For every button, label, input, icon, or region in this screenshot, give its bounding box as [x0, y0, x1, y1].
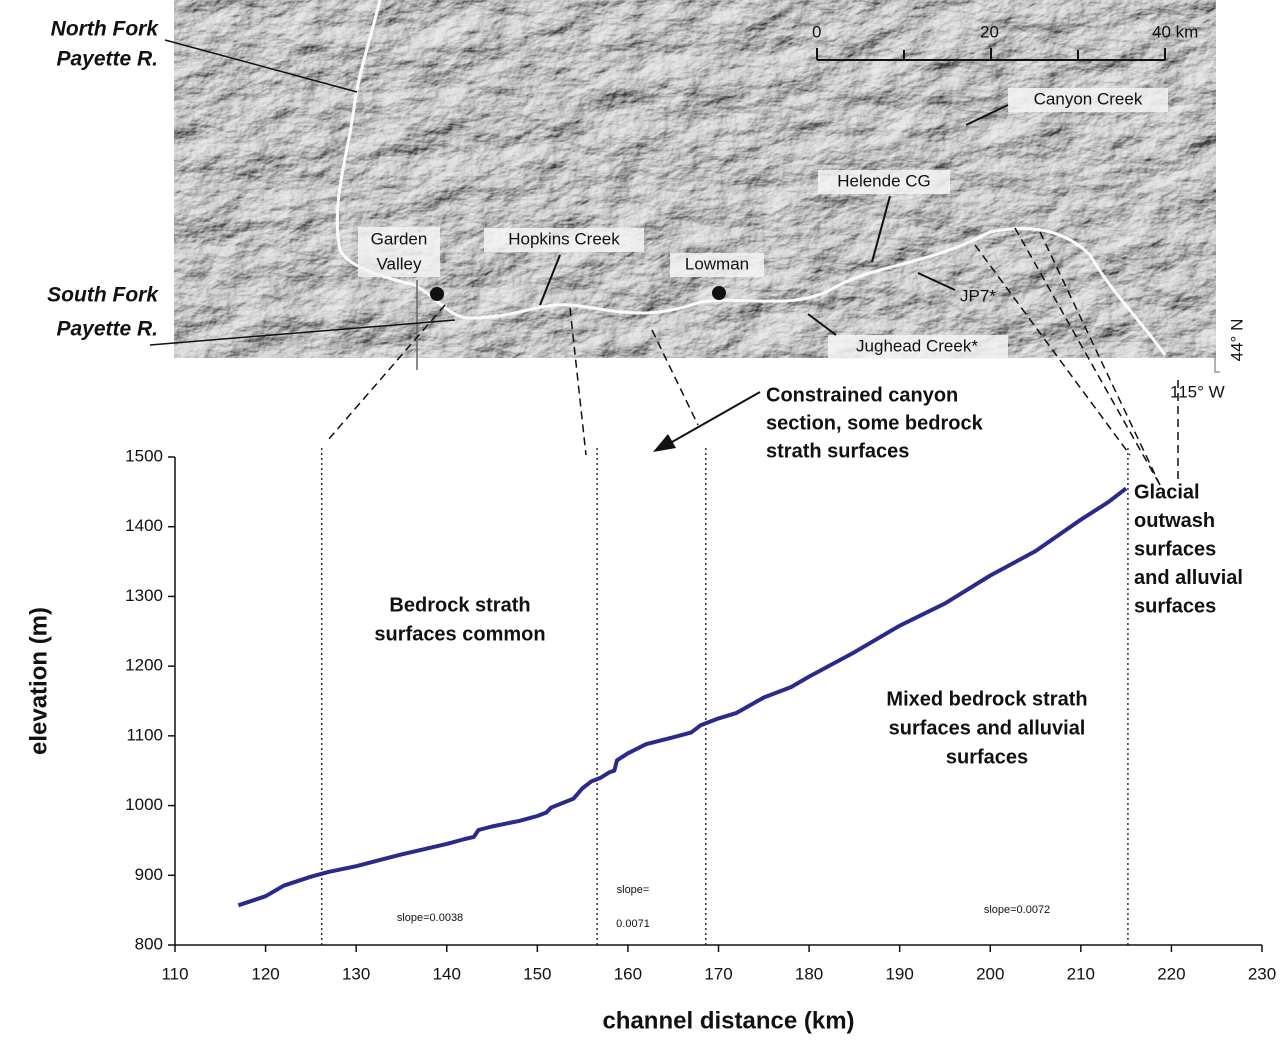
annotation: surfaces [1134, 538, 1216, 560]
x-tick-label: 120 [251, 964, 279, 983]
annotation: Mixed bedrock strath [886, 688, 1087, 710]
place-label: Jughead Creek* [856, 336, 978, 355]
x-tick-label: 180 [795, 964, 823, 983]
river-label: Payette R. [56, 318, 158, 341]
x-axis-title: channel distance (km) [602, 1007, 854, 1034]
figure: 0 20 40 km Garden Valley Hopkins Creek L… [0, 0, 1286, 1042]
annotation: surfaces [1134, 595, 1216, 617]
x-tick-label: 110 [161, 964, 188, 983]
pointer [672, 392, 760, 442]
annotation: outwash [1134, 510, 1215, 532]
x-tick-label: 160 [614, 964, 642, 983]
scale-label: 40 km [1152, 22, 1198, 41]
place-label: JP7* [960, 286, 996, 305]
y-tick-label: 1100 [126, 725, 163, 744]
annotation: surfaces [946, 746, 1028, 768]
annotation: and alluvial [1134, 567, 1243, 589]
x-tick-label: 150 [523, 964, 551, 983]
y-tick-label: 1300 [125, 586, 163, 605]
place-label: Valley [376, 254, 422, 273]
y-tick-label: 1000 [125, 795, 163, 814]
annotation: Bedrock strath [389, 594, 530, 616]
annotation: surfaces common [374, 623, 545, 645]
place-label: Lowman [685, 254, 749, 273]
y-axis-title: elevation (m) [25, 607, 52, 755]
river-label: Payette R. [56, 48, 158, 71]
annotation: strath surfaces [766, 440, 909, 462]
x-tick-label: 200 [976, 964, 1004, 983]
scale-label: 0 [812, 22, 821, 41]
slope-label: slope=0.0038 [397, 912, 463, 924]
river-label: North Fork [51, 18, 160, 41]
scale-label: 20 [980, 22, 999, 41]
x-tick-label: 170 [704, 964, 732, 983]
x-tick-label: 230 [1248, 964, 1276, 983]
y-tick-label: 1500 [125, 446, 163, 465]
y-tick-label: 1400 [125, 516, 163, 535]
river-label: South Fork [47, 284, 159, 307]
place-label: Garden [371, 229, 428, 248]
place-label: Helende CG [837, 171, 931, 190]
annotation: section, some bedrock [766, 412, 984, 434]
annotation: slope= [617, 884, 650, 896]
annotation: Constrained canyon [766, 384, 958, 406]
annotation: surfaces and alluvial [889, 717, 1086, 739]
town-dot [712, 286, 726, 300]
y-tick-label: 900 [135, 865, 163, 884]
latitude-label: 44° N [1227, 319, 1246, 362]
town-dot [430, 287, 444, 301]
map-corner [1215, 358, 1220, 372]
x-tick-label: 130 [342, 964, 370, 983]
place-label: Canyon Creek [1034, 89, 1143, 108]
annotation: Glacial [1134, 481, 1200, 503]
x-tick-label: 140 [433, 964, 461, 983]
x-tick-label: 190 [885, 964, 913, 983]
y-tick-label: 1200 [125, 656, 163, 675]
x-tick-label: 210 [1067, 964, 1095, 983]
arrowhead [653, 434, 676, 452]
slope-label: slope=0.0072 [984, 904, 1050, 916]
y-tick-label: 800 [135, 934, 163, 953]
place-label: Hopkins Creek [508, 229, 620, 248]
x-tick-label: 220 [1157, 964, 1185, 983]
annotation: 0.0071 [616, 918, 650, 930]
